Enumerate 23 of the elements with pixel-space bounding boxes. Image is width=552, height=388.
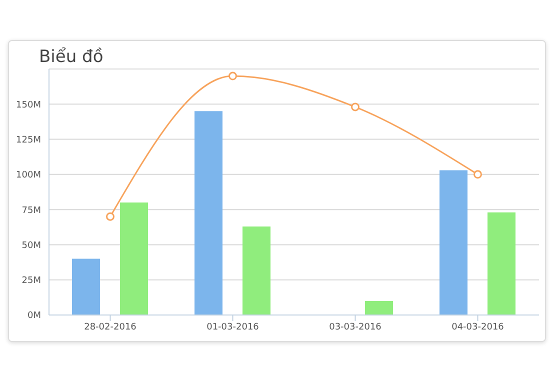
y-tick-label: 100M: [16, 170, 41, 181]
bar: [242, 226, 270, 315]
x-tick-label: 03-03-2016: [329, 322, 382, 332]
bar: [365, 300, 393, 315]
x-tick-label: 04-03-2016: [452, 322, 504, 332]
bar: [120, 202, 148, 315]
x-tick-label: 28-02-2016: [84, 322, 137, 332]
bar: [72, 258, 100, 315]
y-tick-label: 75M: [22, 206, 41, 216]
bar: [440, 170, 468, 315]
y-tick-label: 0M: [28, 311, 41, 322]
y-tick-label: 125M: [16, 135, 41, 146]
x-tick-label: 01-03-2016: [206, 322, 260, 332]
y-tick-label: 50M: [22, 240, 41, 251]
point: [351, 102, 360, 112]
bar: [194, 111, 222, 315]
point: [228, 72, 237, 80]
point: [106, 212, 114, 221]
chart-title: Biểu đồ: [39, 47, 104, 67]
point: [474, 170, 482, 179]
y-tick-label: 150M: [16, 100, 41, 110]
y-tick-label: 25M: [22, 276, 41, 286]
bar: [488, 212, 516, 315]
